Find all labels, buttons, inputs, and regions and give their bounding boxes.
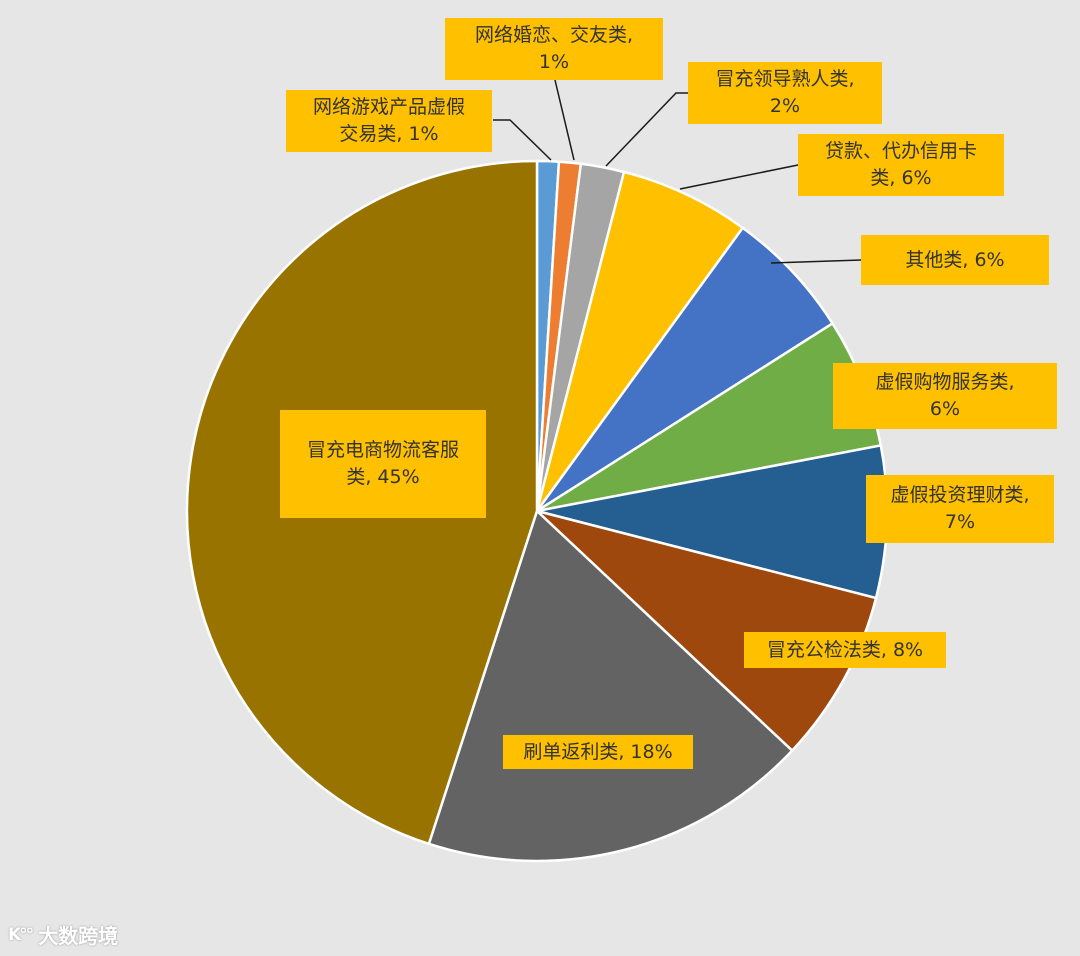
leader-line-4 [770,259,862,264]
pie-slice-4 [535,226,835,513]
data-label-impersonate-police: 冒充公检法类, 8% [744,632,946,668]
data-label-line: 6% [929,398,961,420]
data-label-line: 其他类, 6% [905,248,1005,271]
watermark-logo: K°° [8,924,34,945]
data-label-line: 网络游戏产品虚假 [312,96,465,118]
data-label-line: 7% [944,511,976,533]
data-label-line: 类, 6% [870,167,932,189]
pie-slice-3 [535,170,745,512]
data-label-line: 2% [769,95,801,117]
data-label-order-brushing: 刷单返利类, 18% [503,735,693,769]
leader-line-1 [554,79,575,161]
data-label-line: 虚假购物服务类, [875,371,1015,393]
data-label-line: 冒充电商物流客服 [306,439,459,461]
data-label-line: 刷单返利类, 18% [523,740,673,763]
data-label-line: 贷款、代办信用卡 [824,140,977,162]
watermark-text: 大数跨境 [38,924,119,948]
data-label-line: 冒充领导熟人类, [715,68,855,90]
data-label-dating: 网络婚恋、交友类, 1% [445,18,663,80]
data-label-impersonate-leader: 冒充领导熟人类, 2% [688,62,882,124]
pie-slice-7 [536,509,878,753]
leader-line-2 [605,92,688,167]
leader-line-3 [679,164,799,190]
data-label-line: 网络婚恋、交友类, [474,24,634,46]
pie-slice-8 [427,508,794,863]
data-label-line: 冒充公检法类, 8% [766,638,924,661]
data-label-fake-investment: 虚假投资理财类, 7% [866,475,1054,543]
data-label-game-trade: 网络游戏产品虚假 交易类, 1% [286,90,492,152]
data-label-line: 1% [538,51,570,73]
data-label-line: 虚假投资理财类, [890,484,1030,506]
leader-line-0 [493,119,552,161]
watermark: K°° 大数跨境 [8,920,118,949]
data-label-line: 交易类, 1% [339,123,439,145]
data-label-fake-shopping: 虚假购物服务类, 6% [833,363,1057,429]
data-label-line: 类, 45% [346,466,420,488]
data-label-other: 其他类, 6% [861,235,1049,285]
data-label-loan-credit: 贷款、代办信用卡 类, 6% [798,134,1004,196]
data-label-ecommerce-service: 冒充电商物流客服 类, 45% [280,410,486,518]
